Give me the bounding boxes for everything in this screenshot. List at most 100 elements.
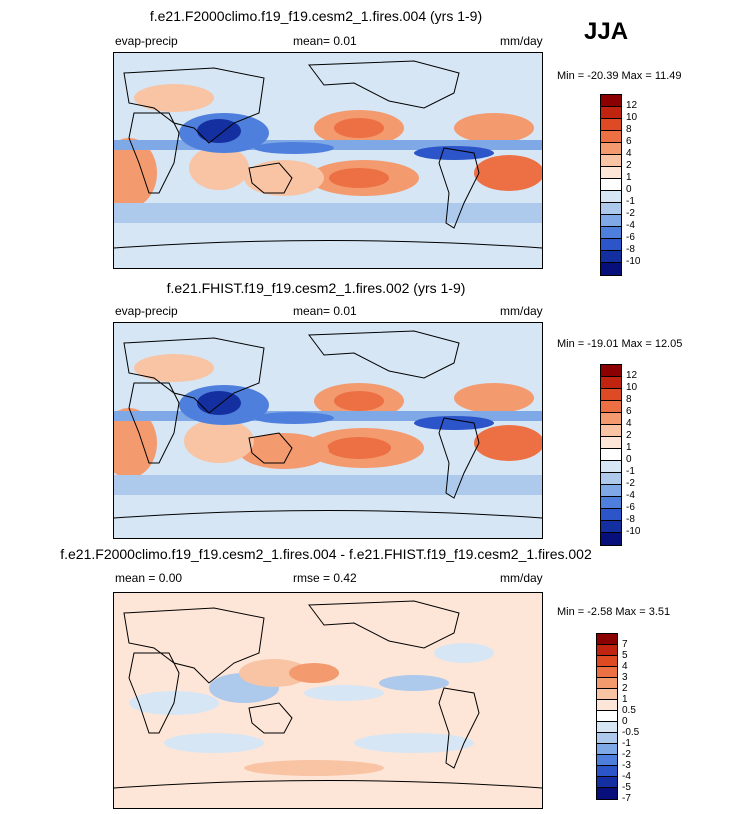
- panel2-map-field: [114, 323, 542, 538]
- panel1-title: f.e21.F2000climo.f19_f19.cesm2_1.fires.0…: [149, 8, 483, 24]
- panel2-colorbar-cell: [601, 485, 621, 497]
- panel1-colorbar-cell: [601, 203, 621, 215]
- panel3-colorbar-tick: 3: [622, 672, 628, 683]
- panel1-colorbar-cell: [601, 143, 621, 155]
- panel2-colorbar-tick: -1: [626, 466, 635, 477]
- panel1-colorbar-tick: 8: [626, 124, 632, 135]
- panel2-title: f.e21.FHIST.f19_f19.cesm2_1.fires.002 (y…: [166, 280, 466, 296]
- panel1-colorbar-tick: 0: [626, 184, 632, 195]
- panel2-colorbar-tick: 4: [626, 418, 632, 429]
- panel1-colorbar-cell: [601, 167, 621, 179]
- panel3-colorbar-cell: [597, 634, 617, 645]
- panel3-colorbar-tick: -2: [622, 749, 631, 760]
- panel1-map: [113, 52, 543, 269]
- panel1-colorbar-cell: [601, 215, 621, 227]
- panel2-colorbar-cell: [601, 533, 621, 545]
- panel3-map-field: [114, 593, 542, 808]
- panel2-map: [113, 322, 543, 539]
- panel3-colorbar-tick: 4: [622, 661, 628, 672]
- panel1-colorbar-cell: [601, 179, 621, 191]
- panel1-colorbar: [600, 94, 622, 276]
- panel3-colorbar-cell: [597, 766, 617, 777]
- panel1-colorbar-tick: -1: [626, 196, 635, 207]
- panel3-colorbar-tick: 7: [622, 639, 628, 650]
- panel3-colorbar-cell: [597, 722, 617, 733]
- panel1-colorbar-tick: 12: [626, 100, 638, 111]
- panel2-colorbar-tick: -8: [626, 514, 635, 525]
- panel1-colorbar-cell: [601, 95, 621, 107]
- panel1-colorbar-cell: [601, 155, 621, 167]
- panel1-colorbar-cell: [601, 131, 621, 143]
- panel3-colorbar-cell: [597, 788, 617, 799]
- panel3-colorbar-tick: -5: [622, 782, 631, 793]
- panel2-colorbar-cell: [601, 521, 621, 533]
- season-label: JJA: [584, 18, 629, 45]
- panel2-colorbar-tick: 1: [626, 442, 632, 453]
- panel1-colorbar-tick: 1: [626, 172, 632, 183]
- panel1-colorbar-tick: -8: [626, 244, 635, 255]
- panel3-mean-label: mean = 0.00: [115, 571, 183, 585]
- panel1-colorbar-cell: [601, 227, 621, 239]
- panel2-colorbar-tick: -10: [626, 526, 641, 537]
- panel2-colorbar-tick: 12: [626, 370, 638, 381]
- panel1-variable-label: evap-precip: [115, 34, 178, 48]
- panel2-colorbar-tick: 0: [626, 454, 632, 465]
- panel3-rmse-label: rmse = 0.42: [293, 571, 357, 585]
- panel1-colorbar-tick: 4: [626, 148, 632, 159]
- panel3-colorbar-tick: -4: [622, 771, 631, 782]
- panel1-colorbar-tick: -6: [626, 232, 635, 243]
- panel2-mean-label: mean= 0.01: [293, 304, 357, 318]
- panel2-colorbar-tick: -4: [626, 490, 635, 501]
- panel3-colorbar-cell: [597, 645, 617, 656]
- panel1-colorbar-tick: -10: [626, 256, 641, 267]
- panel3-colorbar-cell: [597, 744, 617, 755]
- panel3-colorbar-cell: [597, 667, 617, 678]
- panel3-colorbar-tick: -1: [622, 738, 631, 749]
- panel2-colorbar-tick: -2: [626, 478, 635, 489]
- panel2-units-label: mm/day: [500, 304, 543, 318]
- panel3-colorbar-tick: 2: [622, 683, 628, 694]
- panel1-colorbar-tick: 2: [626, 160, 632, 171]
- panel2-colorbar-cell: [601, 509, 621, 521]
- panel2-colorbar-cell: [601, 425, 621, 437]
- panel3-colorbar-cell: [597, 656, 617, 667]
- panel1-colorbar-cell: [601, 191, 621, 203]
- panel2-colorbar-cell: [601, 497, 621, 509]
- panel3-colorbar-cell: [597, 711, 617, 722]
- panel3-colorbar-cell: [597, 777, 617, 788]
- panel1-colorbar-cell: [601, 119, 621, 131]
- panel1-minmax-label: Min = -20.39 Max = 11.49: [557, 70, 682, 82]
- panel3-units-label: mm/day: [500, 571, 543, 585]
- panel1-colorbar-tick: -4: [626, 220, 635, 231]
- panel3-colorbar: [596, 633, 618, 800]
- panel1-colorbar-tick: 10: [626, 112, 638, 123]
- panel2-colorbar-cell: [601, 401, 621, 413]
- panel2-colorbar-tick: 2: [626, 430, 632, 441]
- panel2-colorbar-cell: [601, 449, 621, 461]
- panel1-colorbar-cell: [601, 107, 621, 119]
- panel2-variable-label: evap-precip: [115, 304, 178, 318]
- panel2-colorbar-cell: [601, 365, 621, 377]
- panel2-colorbar: [600, 364, 622, 546]
- panel1-colorbar-cell: [601, 263, 621, 275]
- panel3-colorbar-tick: -7: [622, 793, 631, 804]
- panel2-colorbar-cell: [601, 473, 621, 485]
- panel2-colorbar-tick: 10: [626, 382, 638, 393]
- panel2-colorbar-tick: 6: [626, 406, 632, 417]
- panel3-colorbar-cell: [597, 733, 617, 744]
- panel3-colorbar-cell: [597, 689, 617, 700]
- panel3-colorbar-tick: -3: [622, 760, 631, 771]
- panel1-units-label: mm/day: [500, 34, 543, 48]
- panel3-colorbar-tick: -0.5: [622, 727, 640, 738]
- panel1-colorbar-tick: 6: [626, 136, 632, 147]
- panel3-colorbar-tick: 1: [622, 694, 628, 705]
- panel3-minmax-label: Min = -2.58 Max = 3.51: [557, 606, 671, 618]
- panel3-colorbar-tick: 0.5: [622, 705, 636, 716]
- panel2-colorbar-cell: [601, 437, 621, 449]
- panel3-colorbar-tick: 0: [622, 716, 628, 727]
- panel1-colorbar-cell: [601, 251, 621, 263]
- panel2-minmax-label: Min = -19.01 Max = 12.05: [557, 338, 683, 350]
- panel1-map-field: [114, 53, 542, 268]
- panel3-colorbar-cell: [597, 755, 617, 766]
- panel2-colorbar-cell: [601, 413, 621, 425]
